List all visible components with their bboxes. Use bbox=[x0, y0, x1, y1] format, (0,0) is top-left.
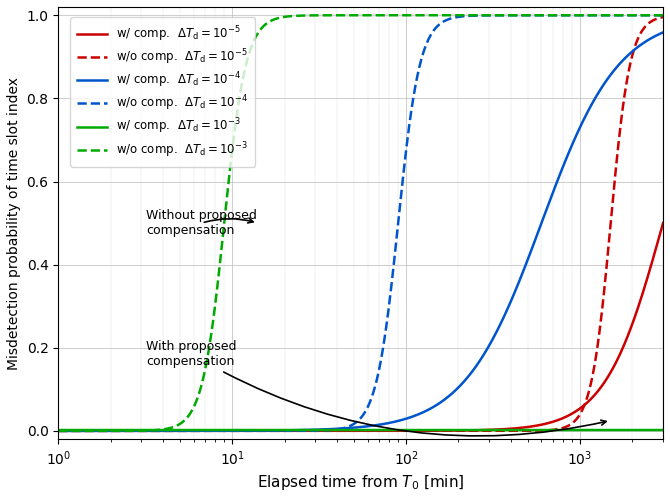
w/o comp.  $\Delta T_\mathrm{d} = 10^{-3}$ bbox=[54, 428, 62, 434]
w/ comp.  $\Delta T_\mathrm{d} = 10^{-3}$ bbox=[159, 427, 167, 433]
w/ comp.  $\Delta T_\mathrm{d} = 10^{-4}$ bbox=[659, 29, 667, 35]
w/ comp.  $\Delta T_\mathrm{d} = 10^{-3}$ bbox=[312, 427, 320, 433]
X-axis label: Elapsed time from $T_0$ [min]: Elapsed time from $T_0$ [min] bbox=[257, 473, 464, 492]
w/o comp.  $\Delta T_\mathrm{d} = 10^{-4}$ bbox=[286, 428, 294, 434]
w/o comp.  $\Delta T_\mathrm{d} = 10^{-4}$ bbox=[312, 428, 320, 434]
w/ comp.  $\Delta T_\mathrm{d} = 10^{-3}$ bbox=[647, 427, 655, 433]
w/o comp.  $\Delta T_\mathrm{d} = 10^{-4}$ bbox=[659, 12, 667, 18]
w/ comp.  $\Delta T_\mathrm{d} = 10^{-5}$ bbox=[659, 220, 667, 226]
w/ comp.  $\Delta T_\mathrm{d} = 10^{-4}$ bbox=[54, 428, 62, 434]
w/o comp.  $\Delta T_\mathrm{d} = 10^{-4}$ bbox=[582, 12, 590, 18]
w/o comp.  $\Delta T_\mathrm{d} = 10^{-3}$ bbox=[159, 426, 167, 432]
w/o comp.  $\Delta T_\mathrm{d} = 10^{-5}$ bbox=[123, 428, 131, 434]
w/o comp.  $\Delta T_\mathrm{d} = 10^{-3}$ bbox=[286, 13, 294, 19]
w/o comp.  $\Delta T_\mathrm{d} = 10^{-3}$ bbox=[123, 428, 131, 434]
w/o comp.  $\Delta T_\mathrm{d} = 10^{-3}$ bbox=[620, 12, 628, 18]
w/o comp.  $\Delta T_\mathrm{d} = 10^{-5}$ bbox=[54, 428, 62, 434]
w/ comp.  $\Delta T_\mathrm{d} = 10^{-3}$ bbox=[286, 427, 294, 433]
Line: w/ comp.  $\Delta T_\mathrm{d} = 10^{-5}$: w/ comp. $\Delta T_\mathrm{d} = 10^{-5}$ bbox=[58, 223, 663, 431]
w/ comp.  $\Delta T_\mathrm{d} = 10^{-3}$ bbox=[123, 427, 131, 433]
Text: Without proposed
compensation: Without proposed compensation bbox=[146, 209, 257, 237]
w/o comp.  $\Delta T_\mathrm{d} = 10^{-5}$ bbox=[647, 18, 655, 24]
w/o comp.  $\Delta T_\mathrm{d} = 10^{-5}$ bbox=[659, 14, 667, 20]
w/o comp.  $\Delta T_\mathrm{d} = 10^{-5}$ bbox=[286, 428, 294, 434]
Y-axis label: Misdetection probability of time slot index: Misdetection probability of time slot in… bbox=[7, 76, 21, 370]
w/ comp.  $\Delta T_\mathrm{d} = 10^{-4}$ bbox=[159, 428, 167, 434]
w/o comp.  $\Delta T_\mathrm{d} = 10^{-4}$ bbox=[123, 428, 131, 434]
w/ comp.  $\Delta T_\mathrm{d} = 10^{-3}$ bbox=[54, 427, 62, 433]
w/o comp.  $\Delta T_\mathrm{d} = 10^{-4}$ bbox=[647, 12, 655, 18]
w/o comp.  $\Delta T_\mathrm{d} = 10^{-3}$ bbox=[582, 12, 590, 18]
w/ comp.  $\Delta T_\mathrm{d} = 10^{-5}$ bbox=[582, 401, 590, 407]
w/ comp.  $\Delta T_\mathrm{d} = 10^{-4}$ bbox=[647, 35, 655, 41]
Line: w/ comp.  $\Delta T_\mathrm{d} = 10^{-4}$: w/ comp. $\Delta T_\mathrm{d} = 10^{-4}$ bbox=[58, 32, 663, 431]
w/ comp.  $\Delta T_\mathrm{d} = 10^{-4}$ bbox=[312, 427, 320, 433]
w/ comp.  $\Delta T_\mathrm{d} = 10^{-5}$ bbox=[123, 428, 131, 434]
w/ comp.  $\Delta T_\mathrm{d} = 10^{-4}$ bbox=[286, 427, 294, 433]
w/o comp.  $\Delta T_\mathrm{d} = 10^{-3}$ bbox=[312, 12, 320, 18]
w/o comp.  $\Delta T_\mathrm{d} = 10^{-3}$ bbox=[659, 12, 667, 18]
Legend: w/ comp.  $\Delta T_\mathrm{d} = 10^{-5}$, w/o comp.  $\Delta T_\mathrm{d} = 10^: w/ comp. $\Delta T_\mathrm{d} = 10^{-5}$… bbox=[70, 17, 255, 167]
w/o comp.  $\Delta T_\mathrm{d} = 10^{-5}$ bbox=[582, 398, 590, 404]
w/ comp.  $\Delta T_\mathrm{d} = 10^{-5}$ bbox=[54, 428, 62, 434]
w/ comp.  $\Delta T_\mathrm{d} = 10^{-5}$ bbox=[159, 428, 167, 434]
w/ comp.  $\Delta T_\mathrm{d} = 10^{-5}$ bbox=[647, 262, 655, 268]
Line: w/o comp.  $\Delta T_\mathrm{d} = 10^{-4}$: w/o comp. $\Delta T_\mathrm{d} = 10^{-4}… bbox=[58, 15, 663, 431]
Line: w/o comp.  $\Delta T_\mathrm{d} = 10^{-3}$: w/o comp. $\Delta T_\mathrm{d} = 10^{-3}… bbox=[58, 15, 663, 431]
w/ comp.  $\Delta T_\mathrm{d} = 10^{-3}$ bbox=[659, 427, 667, 433]
Line: w/o comp.  $\Delta T_\mathrm{d} = 10^{-5}$: w/o comp. $\Delta T_\mathrm{d} = 10^{-5}… bbox=[58, 17, 663, 431]
w/ comp.  $\Delta T_\mathrm{d} = 10^{-4}$ bbox=[123, 428, 131, 434]
w/ comp.  $\Delta T_\mathrm{d} = 10^{-5}$ bbox=[286, 428, 294, 434]
w/o comp.  $\Delta T_\mathrm{d} = 10^{-5}$ bbox=[312, 428, 320, 434]
w/o comp.  $\Delta T_\mathrm{d} = 10^{-4}$ bbox=[54, 428, 62, 434]
w/ comp.  $\Delta T_\mathrm{d} = 10^{-4}$ bbox=[582, 112, 590, 118]
Text: With proposed
compensation: With proposed compensation bbox=[146, 340, 606, 436]
w/o comp.  $\Delta T_\mathrm{d} = 10^{-3}$ bbox=[647, 12, 655, 18]
w/ comp.  $\Delta T_\mathrm{d} = 10^{-5}$ bbox=[312, 428, 320, 434]
w/o comp.  $\Delta T_\mathrm{d} = 10^{-5}$ bbox=[159, 428, 167, 434]
w/ comp.  $\Delta T_\mathrm{d} = 10^{-3}$ bbox=[582, 427, 590, 433]
w/o comp.  $\Delta T_\mathrm{d} = 10^{-4}$ bbox=[159, 428, 167, 434]
